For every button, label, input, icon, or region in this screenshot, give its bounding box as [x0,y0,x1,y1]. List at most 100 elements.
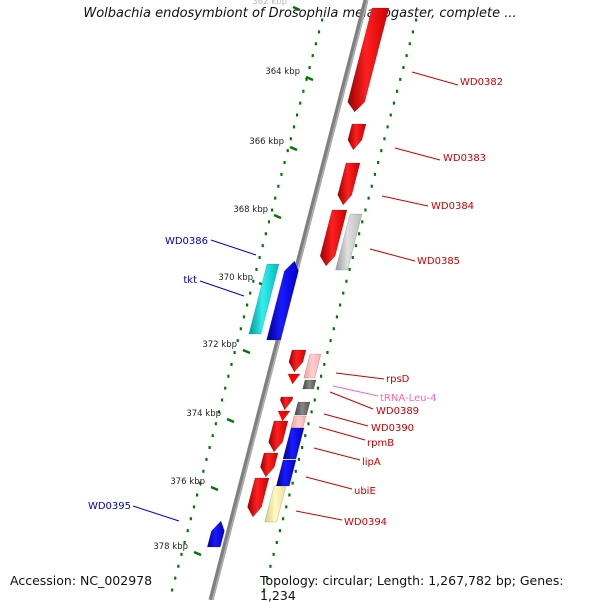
gene-label-WD0386[interactable]: WD0386 [165,236,208,247]
gene-leader-line [369,248,416,262]
gene-label-WD0395[interactable]: WD0395 [88,501,131,512]
left-guide-dot [180,552,183,556]
left-guide-dot [214,422,217,426]
gene-leader-line [132,505,180,522]
gene-label-WD0384[interactable]: WD0384 [431,201,474,212]
left-guide-dot [239,327,242,331]
kbp-tick-label: 370 kbp [218,273,253,283]
kbp-tick-mark [305,75,314,82]
right-guide-dot [329,339,332,343]
gene-label-WD0382[interactable]: WD0382 [460,77,503,88]
right-guide-dot [408,42,411,46]
right-guide-dot [272,552,275,556]
left-guide-dot [174,576,177,580]
left-guide-dot [302,89,305,93]
right-guide-dot [348,267,351,271]
right-guide-dot [301,446,304,449]
gene-WD0385b-glyph [335,213,363,271]
gene-label-lipA[interactable]: lipA [362,457,381,468]
left-guide-dot [264,232,267,236]
left-guide-dot [202,469,205,473]
left-guide-dot [236,339,239,343]
kbp-tick-mark [226,417,235,424]
kbp-tick-label: 376 kbp [170,477,205,487]
gene-label-WD0394[interactable]: WD0394 [344,517,387,528]
right-guide-dot [402,66,405,69]
left-guide-dot [321,18,324,22]
gene-label-tkt[interactable]: tkt [183,275,197,286]
gene-tkt-glyph [266,260,299,341]
gene-label-rpsD[interactable]: rpsD [386,374,410,385]
right-guide-dot [377,161,380,164]
kbp-tick-label: 364 kbp [265,67,300,77]
gene-label-rpmB[interactable]: rpmB [367,438,394,449]
gene-WD0382-glyph [347,7,390,113]
right-guide-dot [370,184,373,188]
left-guide-dot [280,172,283,176]
kbp-tick-mark [273,213,282,220]
left-guide-dot [217,410,221,414]
kbp-tick-label: 366 kbp [249,137,284,147]
right-guide-dot [294,469,297,473]
right-guide-dot [415,18,418,22]
gene-WD0385-glyph [319,209,348,267]
left-guide-dot [230,362,233,366]
right-guide-dot [351,256,354,259]
left-guide-dot [177,564,180,568]
gene-leader-line [305,476,353,490]
gene-label-ubiE[interactable]: ubiE [354,486,376,497]
right-guide-dot [405,54,408,58]
left-guide-dot [311,54,314,58]
right-guide-dot [304,434,307,438]
right-guide-dot [288,493,291,497]
right-guide-dot [411,30,415,34]
right-guide-dot [326,351,329,354]
gene-label-WD0390[interactable]: WD0390 [371,423,414,434]
gene-rpsD-glyph [288,349,307,373]
left-guide-dot [289,137,292,141]
gene-leader-line [329,391,374,410]
gene-rpsD-pink-glyph [303,353,322,379]
left-guide-dot [258,256,261,259]
left-guide-dot [292,125,296,129]
left-guide-dot [286,149,289,153]
gene-label-WD0383[interactable]: WD0383 [443,153,486,164]
left-guide-dot [221,398,224,402]
right-guide-dot [275,541,278,544]
gene-WD0395-glyph [206,520,225,548]
left-guide-dot [271,208,274,212]
left-guide-dot [305,77,308,81]
left-guide-dot [317,30,321,34]
right-guide-dot [269,564,272,568]
right-guide-dot [396,89,399,93]
right-guide-dot [342,291,345,295]
gene-leader-line [313,447,361,461]
gene-labels: WD0382 WD0383 WD0384 WD0385 WD0386 tkt rpsD tRN… [88,71,503,528]
left-guide-dot [296,113,299,117]
right-guide-dot [335,315,339,319]
gene-label-WD0389[interactable]: WD0389 [376,406,419,417]
kbp-tick-label: 362 kbp [252,0,287,7]
right-guide-dot [399,77,402,81]
right-guide-dot [266,576,269,580]
gene-WD0394-glyph [264,485,287,523]
gene-lipA-blue-glyph [282,427,305,460]
kbp-tick-mark [292,5,301,12]
gene-WD0383-glyph [347,123,367,151]
gene-label-tRNA-Leu-4[interactable]: tRNA-Leu-4 [380,393,436,404]
gene-leader-line [332,385,379,397]
gene-label-WD0385[interactable]: WD0385 [417,256,460,267]
gene-WD0389-dark-glyph [302,379,317,390]
gene-rpmB-pink-glyph [290,415,307,429]
left-guide-dot [186,529,189,533]
accession-text: Accession: NC_002978 [10,573,153,588]
left-guide-dot [189,517,192,521]
gene-leader-line [318,426,366,441]
kbp-tick-label: 372 kbp [202,340,237,350]
left-guide-dot [267,220,271,224]
right-guide-dot [282,517,285,521]
right-guide-dot [263,588,266,592]
right-guide-dot [291,481,294,485]
gene-WD0389-glyph [279,396,294,411]
